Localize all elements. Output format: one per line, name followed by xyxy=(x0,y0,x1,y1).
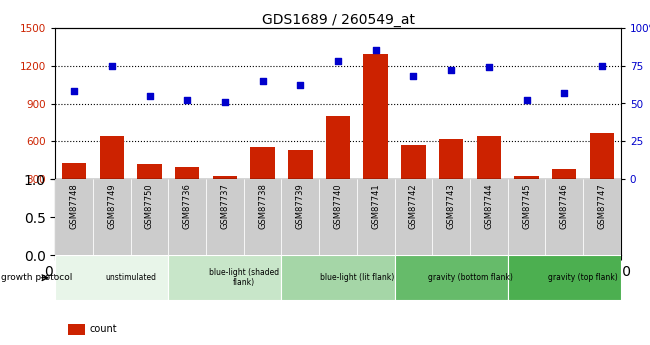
Bar xyxy=(131,179,168,255)
Bar xyxy=(432,179,470,255)
Bar xyxy=(552,169,577,217)
Text: gravity (bottom flank): gravity (bottom flank) xyxy=(428,273,512,282)
Point xyxy=(446,67,456,73)
Bar xyxy=(545,179,583,255)
Bar xyxy=(62,163,86,217)
Text: GSM87747: GSM87747 xyxy=(597,183,606,229)
Point xyxy=(257,78,268,83)
Bar xyxy=(508,179,545,255)
Text: GSM87741: GSM87741 xyxy=(371,183,380,229)
Bar xyxy=(363,54,388,217)
Bar xyxy=(68,324,84,335)
Bar xyxy=(590,132,614,217)
Text: GSM87748: GSM87748 xyxy=(70,183,79,229)
Bar xyxy=(175,167,200,217)
Bar xyxy=(508,255,621,300)
Text: GSM87736: GSM87736 xyxy=(183,183,192,229)
Bar xyxy=(326,116,350,217)
Point xyxy=(408,73,419,79)
Bar xyxy=(206,179,244,255)
Text: blue-light (shaded
flank): blue-light (shaded flank) xyxy=(209,268,279,287)
Point xyxy=(370,48,381,53)
Text: GSM87737: GSM87737 xyxy=(220,183,229,229)
Bar xyxy=(281,179,319,255)
Point xyxy=(220,99,230,105)
Bar xyxy=(357,179,395,255)
Text: count: count xyxy=(90,325,117,334)
Point xyxy=(107,63,117,68)
Text: GSM87738: GSM87738 xyxy=(258,183,267,229)
Bar xyxy=(213,176,237,217)
Text: GSM87750: GSM87750 xyxy=(145,183,154,229)
Text: GSM87742: GSM87742 xyxy=(409,183,418,229)
Bar xyxy=(168,179,206,255)
Bar xyxy=(439,139,463,217)
Point xyxy=(484,64,494,70)
Point xyxy=(597,63,607,68)
Bar xyxy=(583,179,621,255)
Bar xyxy=(93,179,131,255)
Bar xyxy=(395,255,508,300)
Title: GDS1689 / 260549_at: GDS1689 / 260549_at xyxy=(261,12,415,27)
Bar xyxy=(250,147,275,217)
Bar xyxy=(476,136,501,217)
Bar xyxy=(395,179,432,255)
Bar xyxy=(401,145,426,217)
Bar xyxy=(288,150,313,217)
Bar xyxy=(55,179,93,255)
Text: GSM87746: GSM87746 xyxy=(560,183,569,229)
Text: GSM87744: GSM87744 xyxy=(484,183,493,229)
Bar xyxy=(99,136,124,217)
Point xyxy=(559,90,569,96)
Text: unstimulated: unstimulated xyxy=(105,273,156,282)
Text: growth protocol: growth protocol xyxy=(1,273,73,282)
Point xyxy=(521,98,532,103)
Bar xyxy=(168,255,281,300)
Point xyxy=(295,82,306,88)
Text: GSM87740: GSM87740 xyxy=(333,183,343,229)
Bar xyxy=(470,179,508,255)
Text: blue-light (lit flank): blue-light (lit flank) xyxy=(320,273,394,282)
Bar xyxy=(244,179,281,255)
Text: GSM87745: GSM87745 xyxy=(522,183,531,229)
Point xyxy=(69,89,79,94)
Bar xyxy=(137,164,162,217)
Point xyxy=(182,98,192,103)
Bar xyxy=(281,255,395,300)
Point xyxy=(333,58,343,64)
Bar xyxy=(514,176,539,217)
Text: GSM87743: GSM87743 xyxy=(447,183,456,229)
Point xyxy=(144,93,155,99)
Bar xyxy=(319,179,357,255)
Text: GSM87749: GSM87749 xyxy=(107,183,116,229)
Text: GSM87739: GSM87739 xyxy=(296,183,305,229)
Text: gravity (top flank): gravity (top flank) xyxy=(548,273,618,282)
Bar xyxy=(55,255,168,300)
